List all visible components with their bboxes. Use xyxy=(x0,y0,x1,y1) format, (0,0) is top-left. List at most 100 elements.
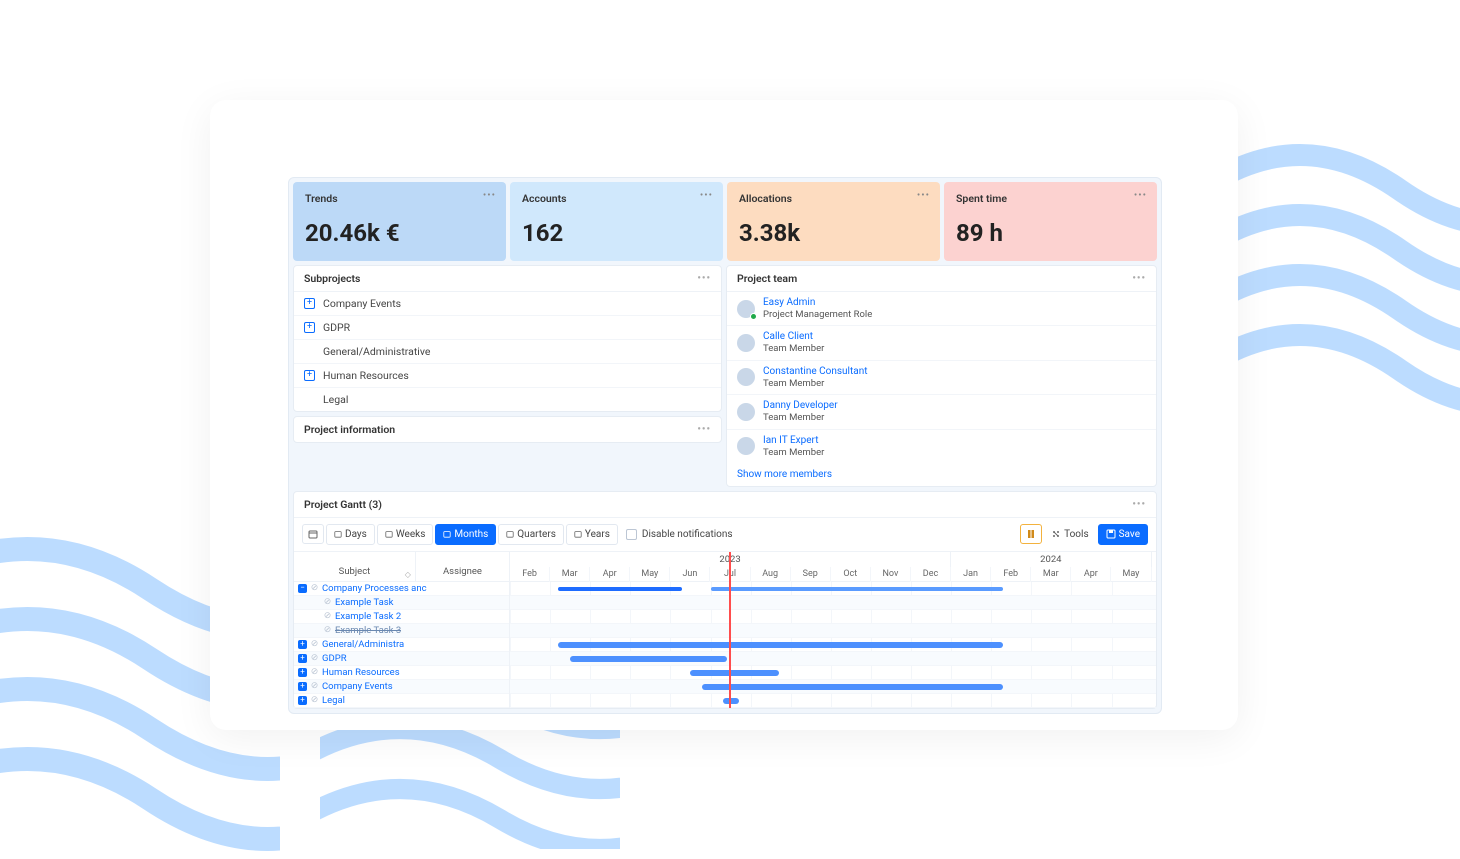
expand-icon[interactable]: + xyxy=(298,654,307,663)
quarters-button[interactable]: Quarters xyxy=(498,524,564,545)
stat-value: 20.46k € xyxy=(305,219,494,247)
gantt-row[interactable]: +⊘GDPR xyxy=(294,652,509,666)
gantt-row-label[interactable]: Human Resources xyxy=(322,667,400,678)
project-info-more-icon[interactable]: ••• xyxy=(697,424,711,435)
gantt-row[interactable]: +⊘General/Administra xyxy=(294,638,509,652)
sort-icon[interactable]: ◇ xyxy=(405,570,411,579)
avatar xyxy=(737,437,755,455)
gantt-month: Dec xyxy=(911,567,951,582)
tools-button[interactable]: Tools xyxy=(1044,525,1095,544)
expand-icon[interactable]: + xyxy=(304,322,315,333)
gantt-row[interactable]: ⊘Example Task xyxy=(294,596,509,610)
gantt-row[interactable]: ⊘Example Task 2 xyxy=(294,610,509,624)
expand-icon[interactable]: + xyxy=(304,298,315,309)
stats-row: Trends•••20.46k €Accounts•••162Allocatio… xyxy=(293,182,1157,261)
team-member-name[interactable]: Constantine Consultant xyxy=(763,366,867,378)
months-button[interactable]: Months xyxy=(435,524,496,545)
gantt-month: Sep xyxy=(791,567,831,582)
team-item[interactable]: Constantine ConsultantTeam Member xyxy=(727,361,1156,395)
note-icon: ⊘ xyxy=(310,640,319,649)
gantt-month: Oct xyxy=(831,567,871,582)
gantt-row[interactable]: +⊘Company Events xyxy=(294,680,509,694)
gantt-bar[interactable] xyxy=(723,698,739,704)
gantt-month: Mar xyxy=(550,567,590,582)
subproject-item[interactable]: +Human Resources xyxy=(294,364,721,388)
years-label: Years xyxy=(585,529,610,540)
years-button[interactable]: Years xyxy=(566,524,618,545)
quarters-label: Quarters xyxy=(517,529,556,540)
disable-notifications-checkbox[interactable]: Disable notifications xyxy=(626,529,733,540)
gantt-row-label[interactable]: GDPR xyxy=(322,653,347,664)
stat-more-icon[interactable]: ••• xyxy=(1134,190,1147,201)
note-icon: ⊘ xyxy=(310,682,319,691)
warning-icon-button[interactable] xyxy=(1020,524,1042,544)
team-member-name[interactable]: Easy Admin xyxy=(763,297,872,309)
subproject-item[interactable]: + GDPR xyxy=(294,316,721,340)
panels-row: Subprojects ••• +Company Events+GDPRGene… xyxy=(293,265,1157,487)
team-member-role: Team Member xyxy=(763,378,867,389)
team-member-name[interactable]: Ian IT Expert xyxy=(763,435,824,447)
gantt-bar[interactable] xyxy=(558,642,1003,648)
gantt-row-label[interactable]: Company Events xyxy=(322,681,393,692)
gantt-timeline-row xyxy=(510,624,1156,638)
expand-icon[interactable]: + xyxy=(298,640,307,649)
team-item[interactable]: Ian IT ExpertTeam Member xyxy=(727,430,1156,463)
stat-more-icon[interactable]: ••• xyxy=(700,190,713,201)
subproject-label: GDPR xyxy=(323,321,350,334)
gantt-bar[interactable] xyxy=(558,587,682,591)
note-icon: ⊘ xyxy=(310,654,319,663)
team-member-name[interactable]: Calle Client xyxy=(763,331,824,343)
team-member-name[interactable]: Danny Developer xyxy=(763,400,838,412)
gantt-row-label[interactable]: Example Task 2 xyxy=(335,611,401,622)
subprojects-more-icon[interactable]: ••• xyxy=(697,273,711,284)
gantt-month: May xyxy=(1111,567,1151,582)
gantt-row-label[interactable]: Example Task 3 xyxy=(335,625,401,636)
team-item[interactable]: Easy AdminProject Management Role xyxy=(727,292,1156,326)
project-team-more-icon[interactable]: ••• xyxy=(1132,273,1146,284)
note-icon: ⊘ xyxy=(323,626,332,635)
gantt-month: Aug xyxy=(751,567,791,582)
expand-icon[interactable]: + xyxy=(298,668,307,677)
expand-icon[interactable]: + xyxy=(304,370,315,381)
gantt-bar[interactable] xyxy=(690,670,778,676)
gantt-row[interactable]: +⊘Legal xyxy=(294,694,509,708)
days-button[interactable]: Days xyxy=(326,524,375,545)
days-label: Days xyxy=(345,529,367,540)
expand-icon[interactable]: + xyxy=(298,696,307,705)
team-item[interactable]: Calle ClientTeam Member xyxy=(727,326,1156,360)
stat-title: Spent time xyxy=(956,192,1145,205)
expand-icon[interactable]: + xyxy=(298,682,307,691)
calendar-icon-button[interactable] xyxy=(302,524,324,544)
gantt-row[interactable]: −⊘Company Processes anc xyxy=(294,582,509,596)
avatar xyxy=(737,334,755,352)
subproject-item[interactable]: +Company Events xyxy=(294,292,721,316)
show-more-members-link[interactable]: Show more members xyxy=(727,463,1156,486)
tools-label: Tools xyxy=(1064,529,1088,540)
gantt-row[interactable]: ⊘Example Task 3 xyxy=(294,624,509,638)
subproject-item[interactable]: Legal xyxy=(294,388,721,411)
gantt-bar[interactable] xyxy=(711,587,1004,591)
gantt-more-icon[interactable]: ••• xyxy=(1132,499,1146,510)
gantt-timeline-row xyxy=(510,652,1156,666)
gantt-col-subject[interactable]: Subject ◇ xyxy=(294,552,416,582)
gantt-row-label[interactable]: Legal xyxy=(322,695,345,706)
note-icon: ⊘ xyxy=(323,598,332,607)
project-team-panel: Project team ••• Easy AdminProject Manag… xyxy=(726,265,1157,487)
gantt-col-assignee[interactable]: Assignee xyxy=(416,552,509,582)
gantt-bar[interactable] xyxy=(570,656,726,662)
project-info-panel: Project information ••• xyxy=(293,416,722,443)
gantt-row[interactable]: +⊘Human Resources xyxy=(294,666,509,680)
collapse-icon[interactable]: − xyxy=(298,584,307,593)
gantt-bar[interactable] xyxy=(702,684,1003,690)
gantt-timeline-row xyxy=(510,610,1156,624)
weeks-button[interactable]: Weeks xyxy=(377,524,434,545)
save-button[interactable]: Save xyxy=(1098,524,1148,545)
stat-more-icon[interactable]: ••• xyxy=(917,190,930,201)
team-item[interactable]: Danny DeveloperTeam Member xyxy=(727,395,1156,429)
subproject-item[interactable]: General/Administrative xyxy=(294,340,721,364)
gantt-row-label[interactable]: Example Task xyxy=(335,597,394,608)
bg-wave-right xyxy=(1220,130,1460,430)
gantt-row-label[interactable]: General/Administra xyxy=(322,639,404,650)
stat-more-icon[interactable]: ••• xyxy=(483,190,496,201)
gantt-row-label[interactable]: Company Processes anc xyxy=(322,583,427,594)
